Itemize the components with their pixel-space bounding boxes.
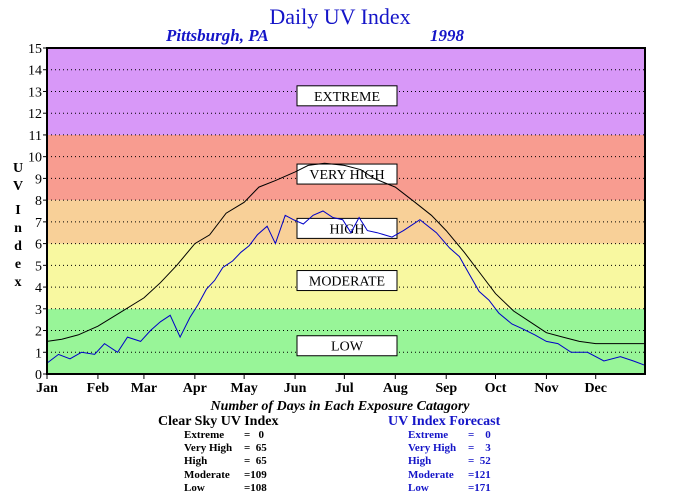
- band-label-box: [296, 270, 398, 292]
- x-tick-label: Aug: [383, 381, 408, 396]
- x-tick-label: Mar: [131, 381, 157, 396]
- band-label-box: [296, 217, 398, 239]
- counts-title: Number of Days in Each Exposure Catagory: [210, 399, 470, 414]
- x-tick-label: Sep: [435, 381, 457, 396]
- table-row: Very High = 65: [184, 442, 284, 455]
- row-label: Moderate: [408, 468, 454, 481]
- table-row: Very High = 3: [408, 442, 508, 455]
- x-tick-label: Dec: [584, 381, 607, 396]
- y-tick-label: 6: [35, 238, 42, 253]
- plot-frame: [46, 47, 646, 375]
- band-label-box: [296, 85, 398, 107]
- x-tick-label: Apr: [183, 381, 207, 396]
- y-tick-label: 12: [28, 107, 42, 122]
- row-value: = 0: [244, 429, 265, 441]
- y-tick-label: 15: [28, 42, 42, 57]
- table-row: High = 65: [184, 455, 284, 468]
- table-row: Moderate =109: [184, 469, 284, 482]
- y-tick-label: 0: [35, 368, 42, 383]
- y-tick-label: 14: [28, 64, 42, 79]
- row-label: Very High: [408, 442, 457, 455]
- table-row: Low =108: [184, 482, 284, 495]
- series-line-clear-sky-uv-index: [46, 162, 645, 345]
- row-label: Low: [408, 481, 429, 494]
- y-tick-label: 13: [28, 85, 42, 100]
- band-label-box: [296, 335, 398, 357]
- y-axis-letter: V: [12, 179, 24, 194]
- y-axis-letter: I: [15, 203, 21, 218]
- y-tick-label: 4: [35, 281, 42, 296]
- y-tick-label: 7: [35, 216, 42, 231]
- row-value: = 52: [468, 455, 491, 468]
- forecast-table-title: UV Index Forecast: [388, 414, 501, 429]
- x-tick-label: Jul: [335, 381, 354, 396]
- chart-title: Daily UV Index: [269, 4, 411, 29]
- x-tick-label: Oct: [485, 381, 507, 396]
- y-tick-label: 9: [35, 172, 42, 187]
- row-label: Very High: [184, 442, 233, 455]
- y-tick-label: 11: [29, 129, 42, 144]
- row-value: = 65: [244, 442, 267, 455]
- row-label: Moderate: [184, 468, 230, 481]
- row-value: =108: [244, 481, 267, 494]
- row-label: Extreme: [184, 429, 225, 441]
- x-tick-label: Feb: [87, 381, 110, 396]
- band-label: MODERATE: [309, 275, 385, 290]
- y-tick-label: 10: [28, 151, 42, 166]
- y-axis-label: U V I n d e x: [12, 160, 24, 292]
- row-label: Low: [184, 481, 205, 494]
- y-tick-label: 8: [35, 194, 42, 209]
- y-tick-label: 5: [35, 259, 42, 274]
- band-label: VERY HIGH: [309, 168, 384, 183]
- row-value: =121: [468, 468, 491, 481]
- y-axis-letter: n: [14, 221, 22, 236]
- y-axis-letter: U: [12, 161, 24, 176]
- row-value: =171: [468, 481, 491, 494]
- row-label: Extreme: [408, 429, 449, 441]
- x-tick-label: May: [231, 381, 258, 396]
- row-value: = 65: [244, 455, 267, 468]
- band-label: HIGH: [330, 222, 365, 237]
- row-value: =109: [244, 468, 267, 481]
- row-label: High: [408, 455, 432, 468]
- table-row: Low =171: [408, 482, 508, 495]
- row-value: = 0: [468, 429, 491, 441]
- chart-year: 1998: [430, 26, 464, 45]
- y-tick-label: 1: [35, 346, 42, 361]
- table-row: Moderate =121: [408, 469, 508, 482]
- chart-location: Pittsburgh, PA: [166, 26, 269, 45]
- forecast-table: Extreme = 0 Very High = 3 High = 52 Moderat…: [408, 429, 508, 495]
- row-label: High: [184, 455, 208, 468]
- y-axis-letter: d: [14, 239, 22, 254]
- x-tick-label: Jun: [284, 381, 307, 396]
- clear-sky-table-title: Clear Sky UV Index: [158, 414, 279, 429]
- y-tick-label: 2: [35, 325, 42, 340]
- band-label: LOW: [331, 340, 364, 355]
- row-value: = 3: [468, 442, 491, 455]
- x-tick-label: Jan: [36, 381, 58, 396]
- clear-sky-table: Extreme = 0 Very High = 65 High = 65 Modera…: [184, 429, 284, 495]
- y-axis-letter: e: [14, 257, 22, 272]
- table-row: High = 52: [408, 455, 508, 468]
- x-tick-label: Nov: [534, 381, 558, 396]
- y-tick-label: 3: [35, 303, 42, 318]
- band-label: EXTREME: [314, 90, 380, 105]
- series-line-uv-index-forecast: [46, 210, 646, 366]
- table-row: Extreme = 0: [184, 429, 284, 442]
- y-axis-letter: x: [14, 275, 22, 290]
- band-label-box: [296, 163, 398, 185]
- table-row: Extreme = 0: [408, 429, 508, 442]
